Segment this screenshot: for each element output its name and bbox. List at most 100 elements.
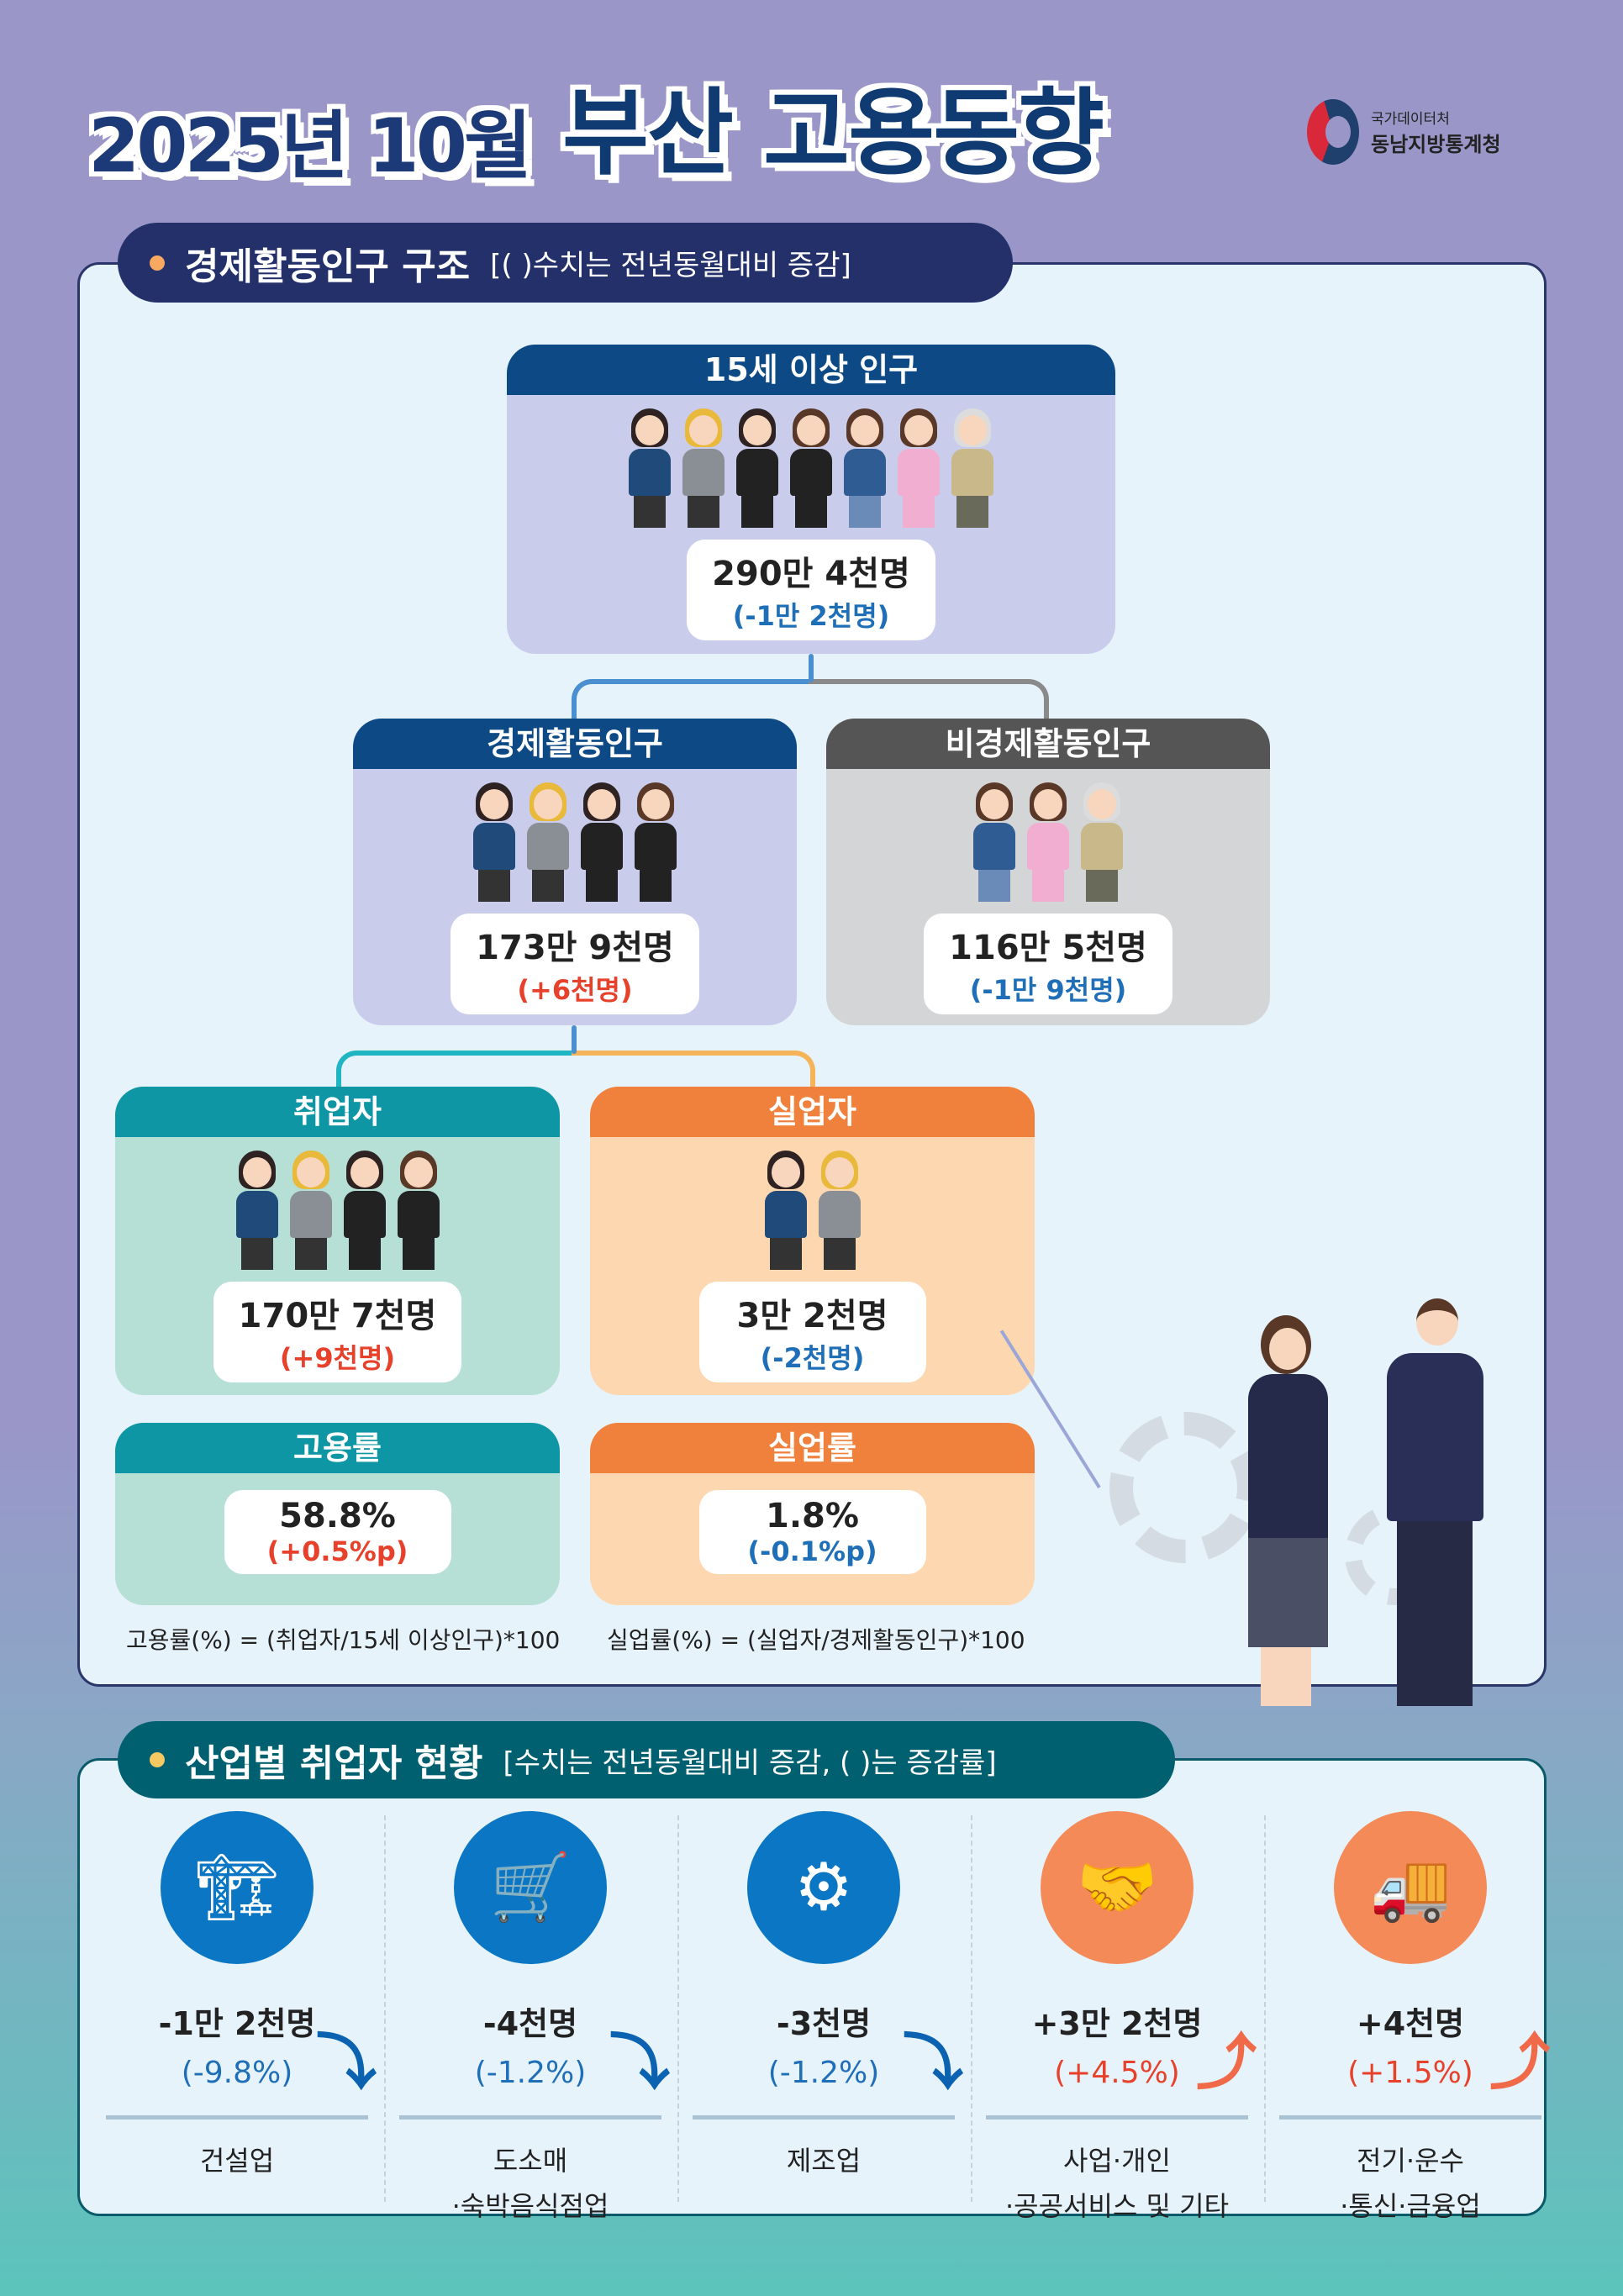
connector xyxy=(809,654,814,682)
unemployment-rate-formula: 실업률(%) = (실업자/경제활동인구)*100 xyxy=(607,1626,1025,1654)
woman-legs xyxy=(1261,1647,1311,1706)
people-illustration xyxy=(507,408,1115,528)
presenters-illustration xyxy=(999,1286,1530,1723)
value: 3만 2천명 xyxy=(736,1297,888,1335)
column-divider xyxy=(677,1815,679,2202)
section1-title: 경제활동인구 구조 xyxy=(185,245,471,288)
industry-change: +4천명 xyxy=(1356,2005,1465,2042)
industry-label: 사업·개인 xyxy=(1063,2145,1171,2177)
box-label: 실업률 xyxy=(590,1423,1035,1473)
industry-rate: (-1.2%) xyxy=(767,2056,880,2090)
unemployed-box: 실업자 3만 2천명 (-2천명) xyxy=(590,1087,1035,1395)
people-illustration xyxy=(826,782,1270,902)
org-name: 동남지방통계청 xyxy=(1371,133,1501,156)
person-figure xyxy=(818,1151,861,1270)
shopping-cart-chef-icon: 🛒 xyxy=(454,1811,607,1964)
person-figure xyxy=(527,782,569,902)
industry-change: -3천명 xyxy=(776,2005,872,2042)
people-illustration xyxy=(115,1151,560,1270)
change: (+9천명) xyxy=(279,1342,396,1374)
column-divider xyxy=(1264,1815,1266,2202)
population-15plus-box: 15세 이상 인구 290만 4천명 (-1만 2천명) xyxy=(507,345,1115,654)
change: (-1만 9천명) xyxy=(969,974,1127,1006)
divider xyxy=(106,2115,368,2120)
person-figure xyxy=(1027,782,1069,902)
connector xyxy=(572,679,815,721)
value: 170만 7천명 xyxy=(238,1297,437,1335)
factory-robot-arm-icon: ⚙ xyxy=(747,1811,900,1964)
person-figure xyxy=(289,1151,332,1270)
column-divider xyxy=(971,1815,972,2202)
arrow-up-icon: ⤴ xyxy=(1489,2027,1551,2098)
person-figure xyxy=(397,1151,440,1270)
value: 173만 9천명 xyxy=(476,929,674,967)
box-label: 경제활동인구 xyxy=(353,719,797,769)
section2-header: 산업별 취업자 현황 [수치는 전년동월대비 증감, ( )는 증감률] xyxy=(118,1721,1175,1798)
divider xyxy=(986,2115,1248,2120)
person-figure xyxy=(736,408,778,528)
arrow-up-icon: ⤴ xyxy=(1196,2027,1257,2098)
person-figure xyxy=(473,782,515,902)
column-divider xyxy=(384,1815,386,2202)
value: 1.8% xyxy=(766,1497,859,1535)
box-label: 비경제활동인구 xyxy=(826,719,1270,769)
man-legs xyxy=(1397,1521,1473,1706)
title-main: 부산 고용동향 xyxy=(561,79,1104,188)
government-emblem-icon xyxy=(1307,99,1359,165)
connector xyxy=(572,1025,577,1054)
org-top: 국가데이터처 xyxy=(1371,111,1450,128)
person-figure xyxy=(343,1151,386,1270)
section1-header: 경제활동인구 구조 [( )수치는 전년동월대비 증감] xyxy=(118,223,1013,303)
section2-subtitle: [수치는 전년동월대비 증감, ( )는 증감률] xyxy=(503,1746,997,1780)
employment-rate-box: 고용률 58.8% (+0.5%p) xyxy=(115,1423,560,1605)
section1-subtitle: [( )수치는 전년동월대비 증감] xyxy=(490,249,851,282)
person-figure xyxy=(764,1151,807,1270)
industry-item: 🛒 -4천명 (-1.2%) ⤵ 도소매 ·숙박음식점업 xyxy=(384,1811,677,2229)
person-figure xyxy=(629,408,671,528)
employed-box: 취업자 170만 7천명 (+9천명) xyxy=(115,1087,560,1395)
industry-rate: (-1.2%) xyxy=(474,2056,587,2090)
gear-icon xyxy=(1109,1412,1261,1563)
person-figure xyxy=(973,782,1015,902)
woman-face xyxy=(1269,1328,1306,1370)
industry-label-2: ·숙박음식점업 xyxy=(451,2190,609,2222)
box-label: 고용률 xyxy=(115,1423,560,1473)
industry-change: +3만 2천명 xyxy=(1031,2005,1203,2042)
industry-label-2: ·통신·금융업 xyxy=(1340,2190,1481,2222)
industry-label: 제조업 xyxy=(786,2145,862,2177)
agency-logo: 국가데이터처 동남지방통계청 xyxy=(1307,99,1501,165)
industry-rate: (-9.8%) xyxy=(181,2056,293,2090)
arrow-down-icon: ⤵ xyxy=(609,2027,671,2098)
arrow-down-icon: ⤵ xyxy=(316,2027,377,2098)
industry-item: ⚙ -3천명 (-1.2%) ⤵ 제조업 xyxy=(677,1811,970,2183)
person-figure xyxy=(235,1151,278,1270)
person-figure xyxy=(581,782,623,902)
person-figure xyxy=(898,408,940,528)
industry-change: -1만 2천명 xyxy=(158,2005,316,2042)
industry-label: 건설업 xyxy=(199,2145,275,2177)
section2-title: 산업별 취업자 현황 xyxy=(185,1742,483,1785)
bullet-icon xyxy=(150,1752,165,1767)
box-label: 15세 이상 인구 xyxy=(507,345,1115,395)
box-label: 취업자 xyxy=(115,1087,560,1137)
industry-item: 🏗 -1만 2천명 (-9.8%) ⤵ 건설업 xyxy=(91,1811,383,2183)
bullet-icon xyxy=(150,255,165,271)
connector xyxy=(336,1051,576,1089)
industry-item: 🤝 +3만 2천명 (+4.5%) ⤴ 사업·개인 ·공공서비스 및 기타 xyxy=(971,1811,1263,2229)
unemployment-rate-box: 실업률 1.8% (-0.1%p) xyxy=(590,1423,1035,1605)
person-figure xyxy=(951,408,993,528)
change: (+6천명) xyxy=(517,974,633,1006)
person-figure xyxy=(790,408,832,528)
connector xyxy=(572,1051,815,1089)
man-head xyxy=(1416,1298,1458,1345)
woman-skirt xyxy=(1248,1538,1328,1647)
industry-rate: (+4.5%) xyxy=(1054,2056,1180,2090)
person-figure xyxy=(1081,782,1123,902)
change: (-1만 2천명) xyxy=(732,600,890,632)
change: (+0.5%p) xyxy=(266,1535,408,1567)
industry-label-2: ·공공서비스 및 기타 xyxy=(1004,2190,1230,2222)
person-figure xyxy=(844,408,886,528)
industry-rate: (+1.5%) xyxy=(1347,2056,1473,2090)
value: 290만 4천명 xyxy=(712,555,910,593)
change: (-0.1%p) xyxy=(747,1535,877,1567)
